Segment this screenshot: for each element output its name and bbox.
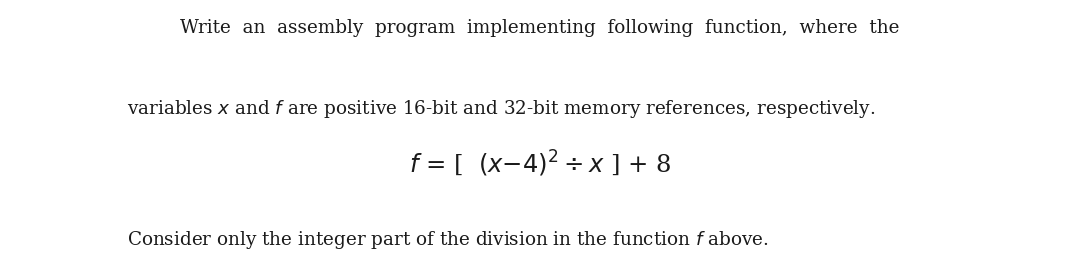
Text: $\mathit{f}$ = [  $(\mathit{x}{-}4)^2 \div \mathit{x}$ ] + 8: $\mathit{f}$ = [ $(\mathit{x}{-}4)^2 \di… bbox=[408, 148, 672, 179]
Text: Write  an  assembly  program  implementing  following  function,  where  the: Write an assembly program implementing f… bbox=[180, 19, 900, 37]
Text: variables $\mathit{x}$ and $\mathit{f}$ are positive 16-bit and 32-bit memory re: variables $\mathit{x}$ and $\mathit{f}$ … bbox=[127, 98, 876, 120]
Text: Consider only the integer part of the division in the function $\mathit{f}$ abov: Consider only the integer part of the di… bbox=[127, 229, 769, 251]
